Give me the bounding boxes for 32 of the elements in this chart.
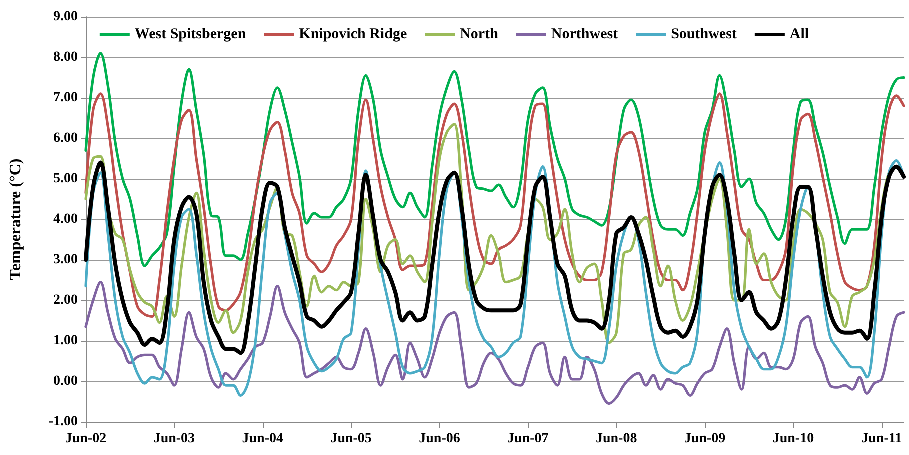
x-tick-label: Jun-03 xyxy=(154,432,196,446)
legend-label: Northwest xyxy=(551,26,618,42)
y-tick-label: 0.00 xyxy=(54,374,78,389)
legend-label: All xyxy=(790,26,810,42)
y-tick-label: 3.00 xyxy=(54,252,78,268)
legend-label: North xyxy=(460,26,500,42)
line-series xyxy=(84,280,906,406)
x-tick-label: Jun-05 xyxy=(330,432,372,446)
x-tick-label: Jun-04 xyxy=(242,432,284,446)
x-tick-label: Jun-11 xyxy=(862,432,902,446)
legend-label: Southwest xyxy=(671,26,737,42)
x-tick-label: Jun-08 xyxy=(596,432,638,446)
y-axis-title: Temperature (°C) xyxy=(8,158,24,280)
y-tick-label: -1.00 xyxy=(48,414,78,430)
x-tick-label: Jun-07 xyxy=(508,432,549,446)
x-tick-label: Jun-09 xyxy=(684,432,726,446)
legend-label: Knipovich Ridge xyxy=(299,26,408,42)
y-tick-label: 1.00 xyxy=(54,334,78,348)
y-tick-label: 6.00 xyxy=(54,131,78,146)
line-series xyxy=(84,160,906,356)
y-tick-label: 8.00 xyxy=(54,50,78,65)
y-tick-label: 2.00 xyxy=(54,293,78,308)
y-tick-label: 4.00 xyxy=(54,212,78,227)
y-tick-label: 5.00 xyxy=(54,172,78,186)
legend-label: West Spitsbergen xyxy=(134,26,247,42)
x-tick-label: Jun-10 xyxy=(772,432,814,446)
line-series xyxy=(84,92,906,318)
y-tick-label: 9.00 xyxy=(54,10,78,24)
y-tick-label: 7.00 xyxy=(54,90,78,106)
x-tick-label: Jun-06 xyxy=(419,432,460,446)
line-series xyxy=(84,52,906,268)
x-tick-label: Jun-02 xyxy=(65,432,107,446)
